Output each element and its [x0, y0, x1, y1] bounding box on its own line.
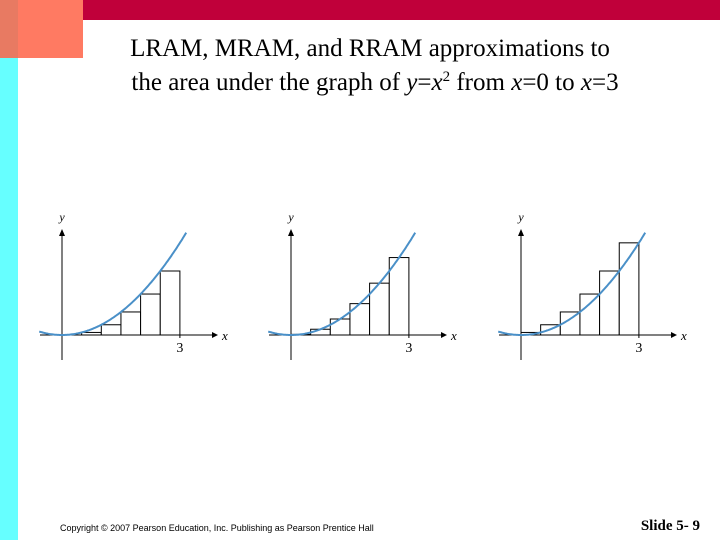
title-line: the area under the graph of y=x2 from x=… — [131, 69, 618, 96]
approx-rectangle — [599, 270, 620, 336]
tick-label: 3 — [405, 341, 412, 356]
curve — [38, 232, 188, 336]
title-part: x — [510, 69, 522, 96]
x-label: x — [221, 328, 228, 343]
copyright: Copyright © 2007 Pearson Education, Inc.… — [60, 523, 374, 533]
title-part: x — [431, 69, 443, 96]
top-bar — [83, 0, 720, 20]
approx-rectangle — [579, 293, 601, 336]
tick-label: 3 — [635, 341, 642, 356]
approx-rectangle — [120, 311, 142, 336]
approx-rectangle — [388, 257, 410, 336]
approx-rectangle — [100, 324, 122, 336]
x-label: x — [450, 328, 457, 343]
y-arrow — [518, 229, 524, 236]
x-arrow — [441, 332, 447, 338]
y-label: y — [58, 210, 65, 224]
curve — [497, 232, 647, 336]
corner-block — [0, 0, 83, 58]
title-part: =3 — [592, 69, 619, 96]
x-label: x — [680, 328, 687, 343]
curve — [267, 232, 417, 336]
tick-label: 3 — [176, 341, 183, 356]
approx-rectangle — [140, 293, 161, 336]
title-part: = — [417, 69, 431, 96]
approx-rectangle — [159, 270, 181, 336]
y-label: y — [517, 210, 524, 224]
y-arrow — [59, 229, 65, 236]
title-part: =0 to — [522, 69, 581, 96]
title-part: x — [580, 69, 592, 96]
title-part: 2 — [443, 69, 451, 85]
y-label: y — [287, 210, 294, 224]
title-part: y — [403, 69, 418, 96]
slide-number: Slide 5- 9 — [641, 518, 700, 534]
side-bar — [0, 0, 18, 540]
x-arrow — [671, 332, 677, 338]
approx-rectangle — [329, 318, 351, 336]
x-arrow — [212, 332, 218, 338]
title-line: LRAM, MRAM, and RRAM approximations to — [130, 35, 610, 62]
title-part: the area under the graph of — [131, 69, 406, 96]
y-arrow — [288, 229, 294, 236]
title-part: from — [450, 69, 511, 96]
